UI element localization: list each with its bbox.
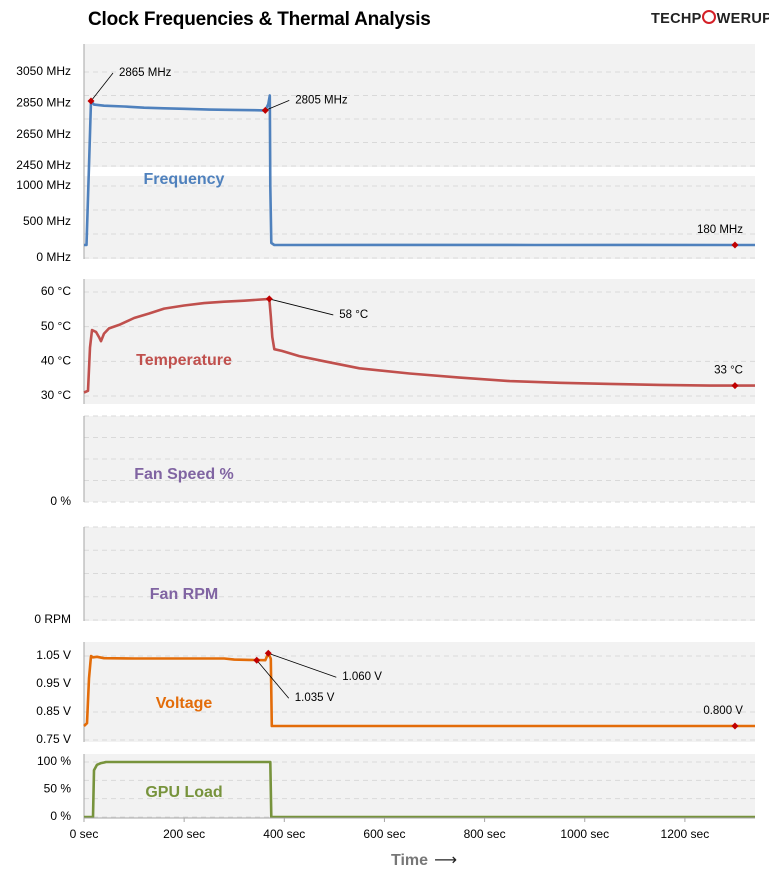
annotation-label: 2805 MHz — [295, 94, 348, 106]
y-tick-label: 40 °C — [41, 354, 71, 368]
power-ring-icon — [702, 10, 717, 24]
y-tick-label: 0 MHz — [36, 250, 71, 264]
annotation-marker — [731, 241, 739, 249]
y-tick-label: 0.85 V — [36, 704, 71, 718]
annotation-leader-line — [90, 72, 114, 102]
x-axis-title-text: Time — [391, 852, 429, 869]
right-arrow-icon: ⟶ — [434, 852, 457, 869]
chart-title: Frequency — [144, 171, 225, 188]
gpu-load-series-line — [84, 760, 755, 819]
chart-title: GPU Load — [145, 784, 222, 801]
chart-title: Temperature — [136, 352, 232, 369]
voltage-series-line — [83, 651, 755, 728]
frequency-panel-axis-break — [82, 167, 757, 176]
x-tick-label: 1200 sec — [661, 827, 710, 841]
annotation-marker — [264, 649, 272, 657]
frequency-series-line — [84, 94, 755, 247]
y-tick-label: 500 MHz — [23, 214, 71, 228]
annotation-marker — [87, 97, 95, 105]
annotation-label: 0.800 V — [703, 705, 743, 717]
y-tick-label: 0.75 V — [36, 732, 71, 746]
y-tick-label: 50 % — [44, 782, 72, 796]
y-tick-label: 0 % — [50, 809, 71, 823]
x-tick-label: 1000 sec — [560, 827, 609, 841]
x-tick-label: 600 sec — [363, 827, 405, 841]
x-tick-label: 800 sec — [464, 827, 506, 841]
y-tick-label: 60 °C — [41, 284, 71, 298]
y-tick-label: 2850 MHz — [16, 96, 71, 110]
logo-text-prefix: TECHP — [651, 11, 702, 27]
annotation-marker — [731, 722, 739, 730]
annotation-label: 180 MHz — [697, 224, 743, 236]
y-tick-label: 30 °C — [41, 388, 71, 402]
frequency-panel-background — [84, 44, 755, 259]
x-axis-title: Time ⟶ — [391, 850, 457, 870]
y-tick-label: 0 % — [50, 494, 71, 508]
y-tick-label: 0.95 V — [36, 676, 71, 690]
x-tick-label: 400 sec — [263, 827, 305, 841]
annotation-label: 1.035 V — [295, 692, 335, 704]
chart-title: Fan Speed % — [134, 466, 234, 483]
y-tick-label: 1.05 V — [36, 648, 71, 662]
annotation-label: 1.060 V — [342, 671, 382, 683]
x-tick-label: 0 sec — [70, 827, 99, 841]
temperature-series-line — [83, 297, 755, 394]
y-tick-label: 100 % — [37, 754, 71, 768]
annotation-label: 58 °C — [339, 309, 368, 321]
annotation-marker — [261, 106, 269, 114]
y-tick-label: 50 °C — [41, 319, 71, 333]
logo-text-suffix: WERUP — [716, 11, 769, 27]
chart-title: Fan RPM — [150, 586, 218, 603]
y-tick-label: 2650 MHz — [16, 127, 71, 141]
annotation-label: 33 °C — [714, 365, 743, 377]
page-title: Clock Frequencies & Thermal Analysis — [88, 9, 431, 30]
annotation-marker — [731, 382, 739, 390]
gpu-load-panel-background — [84, 754, 755, 818]
y-tick-label: 2450 MHz — [16, 158, 71, 172]
annotation-leader-line — [265, 100, 290, 111]
annotation-leader-line — [269, 298, 334, 316]
y-tick-label: 0 RPM — [34, 612, 71, 626]
annotation-label: 2865 MHz — [119, 67, 172, 79]
chart-title: Voltage — [156, 695, 213, 712]
logo: TECHP WERUP — [651, 10, 769, 27]
x-tick-label: 200 sec — [163, 827, 205, 841]
temperature-panel-background — [84, 279, 755, 404]
y-tick-label: 1000 MHz — [16, 178, 71, 192]
annotation-marker — [253, 656, 261, 664]
annotation-marker — [265, 295, 273, 303]
y-tick-label: 3050 MHz — [16, 64, 71, 78]
annotation-leader-line — [268, 652, 337, 678]
annotation-leader-line — [256, 659, 290, 699]
